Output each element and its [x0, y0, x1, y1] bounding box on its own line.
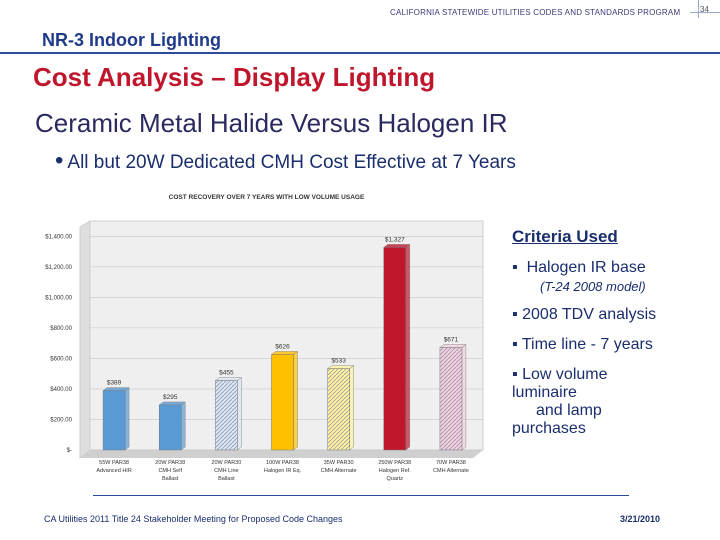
chart-svg: COST RECOVERY OVER 7 YEARS WITH LOW VOLU…	[45, 194, 484, 482]
bar	[383, 247, 407, 451]
bar-side	[293, 351, 298, 451]
bar	[102, 390, 126, 451]
square-bullet-icon: ▪	[512, 336, 518, 353]
footer-date: 3/21/2010	[620, 514, 661, 524]
category-label: 35W PAR30	[324, 460, 354, 466]
category-label: 55W PAR38	[99, 460, 129, 466]
slide-subtitle: Ceramic Metal Halide Versus Halogen IR	[35, 108, 508, 138]
data-label: $295	[163, 394, 178, 401]
y-tick-label: $1,200.00	[45, 265, 72, 271]
bar-top	[102, 387, 130, 391]
data-label: $626	[275, 343, 290, 350]
category-label: Advanced HIR	[96, 468, 131, 474]
category-label: Ballast	[162, 476, 179, 482]
y-tick-label: $1,000.00	[45, 295, 72, 301]
category-label: CMH Line	[214, 468, 238, 474]
top-bar: CALIFORNIA STATEWIDE UTILITIES CODES AND…	[0, 0, 720, 24]
criteria-item-volume: ▪ Low volume	[512, 366, 712, 384]
square-bullet-icon: ▪	[512, 259, 518, 276]
y-tick-label: $600.00	[50, 356, 72, 362]
main-bullet-text: All but 20W Dedicated CMH Cost Effective…	[67, 152, 516, 173]
category-label: Halogen Ref.	[379, 468, 412, 474]
criteria-heading: Criteria Used	[512, 227, 618, 246]
criteria-item-volume-line4: purchases	[512, 420, 586, 437]
category-label: 70W PAR38	[436, 460, 466, 466]
category-label: Quartz	[387, 476, 404, 482]
data-label: $671	[444, 337, 459, 344]
bar-side	[124, 387, 130, 451]
category-label: 20W PAR38	[155, 460, 185, 466]
square-bullet-icon: ▪	[512, 306, 518, 323]
bar-top	[214, 377, 242, 381]
header-tick	[690, 12, 720, 13]
criteria-item-tdv: ▪ 2008 TDV analysis	[512, 306, 712, 324]
category-label: 100W PAR38	[266, 460, 299, 466]
square-bullet-icon: ▪	[512, 366, 518, 383]
footer-meeting: CA Utilities 2011 Title 24 Stakeholder M…	[44, 514, 343, 524]
category-label: 250W PAR38	[378, 460, 411, 466]
y-tick-label: $800.00	[50, 326, 72, 332]
bar-hatch	[327, 368, 350, 450]
bar-side	[461, 344, 467, 451]
header-rule	[0, 52, 720, 54]
data-label: $533	[331, 358, 346, 365]
criteria-item-base-note: (T-24 2008 model)	[540, 279, 646, 294]
bar	[271, 354, 294, 451]
y-tick-label: $400.00	[50, 387, 72, 393]
bullet-dot-icon: •	[55, 147, 64, 174]
bar-side	[181, 401, 186, 451]
section-title: NR-3 Indoor Lighting	[42, 30, 221, 50]
bar-top	[439, 344, 467, 348]
slide-title: Cost Analysis – Display Lighting	[33, 62, 436, 92]
category-label: CMH Alternate	[433, 468, 469, 474]
chart-title: COST RECOVERY OVER 7 YEARS WITH LOW VOLU…	[169, 194, 365, 201]
bar-top	[383, 244, 411, 248]
footer-rule	[93, 495, 629, 496]
bar	[158, 404, 182, 451]
cost-recovery-chart: COST RECOVERY OVER 7 YEARS WITH LOW VOLU…	[28, 183, 493, 498]
category-label: CMH Self	[158, 468, 182, 474]
bar-top	[270, 351, 299, 355]
data-label: $455	[219, 370, 234, 377]
bar-hatch	[439, 347, 462, 450]
criteria-item-timeline-text: Time line - 7 years	[521, 336, 653, 353]
category-label: 20W PAR30	[211, 460, 241, 466]
criteria-item-base: ▪ Halogen IR base	[512, 259, 712, 277]
data-label: $389	[107, 380, 122, 387]
main-bullet: • All but 20W Dedicated CMH Cost Effectiv…	[55, 147, 516, 175]
side-wall	[79, 220, 91, 460]
category-label: Halogen IR Eq.	[264, 468, 302, 474]
y-tick-label: $200.00	[50, 417, 72, 423]
criteria-item-volume-line2: luminaire	[512, 384, 577, 401]
header-divider	[698, 0, 699, 18]
y-tick-label: $-	[67, 448, 72, 454]
bar-side	[349, 365, 354, 451]
y-tick-label: $1,400.00	[45, 234, 72, 240]
category-label: CMH Alternate	[321, 468, 357, 474]
bar-hatch	[215, 380, 238, 450]
criteria-panel: Criteria Used ▪ Halogen IR base (T-24 20…	[512, 227, 712, 438]
bar-side	[237, 377, 242, 451]
program-name: CALIFORNIA STATEWIDE UTILITIES CODES AND…	[390, 8, 681, 17]
bar-side	[405, 244, 410, 451]
data-label: $1,327	[385, 236, 405, 243]
bar-top	[158, 401, 186, 406]
criteria-item-base-text: Halogen IR base	[526, 259, 646, 276]
criteria-item-timeline: ▪ Time line - 7 years	[512, 336, 712, 354]
floor	[80, 450, 483, 458]
category-label: Ballast	[218, 476, 235, 482]
page-number: 34	[700, 5, 709, 14]
criteria-item-volume-line1: Low volume	[522, 366, 608, 383]
criteria-item-volume-line3: and lamp	[536, 402, 602, 419]
criteria-item-tdv-text: 2008 TDV analysis	[522, 306, 657, 323]
bar-top	[327, 365, 355, 369]
